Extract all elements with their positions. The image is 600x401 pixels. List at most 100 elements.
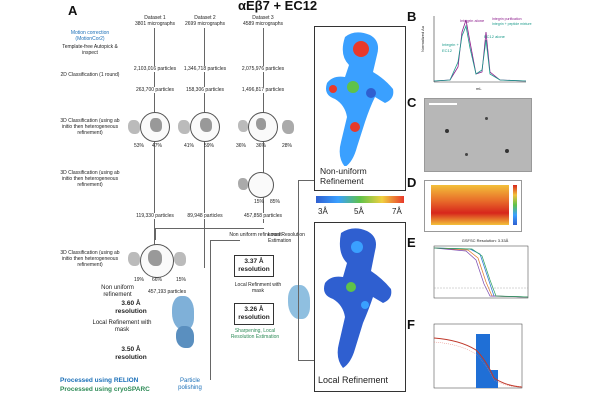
legend-cryosparc: Processed using cryoSPARC [60,386,150,393]
panel-b-ylabel: Normalized Au [420,25,425,52]
merged-map-c [174,252,186,266]
panel-b-xlabel: mL [476,86,482,91]
polish-line [210,240,211,380]
dataset-2-particles-pick: 1,346,718 particles [180,66,230,72]
nonuniform-map-panel [314,26,406,191]
nonuniform-map-image [326,32,394,167]
panel-label-b: B [407,9,417,24]
colorbar-min: 3Å [318,207,328,216]
res-1: 3.60 Å resolution [115,300,147,315]
heatmap-fill [431,185,509,225]
dataset-2-final: 89,948 particles [180,213,230,219]
merged-pct-c: 15% [176,277,187,283]
res-2: 3.50 Å resolution [115,346,147,361]
class3d-map-ds1a [128,120,140,134]
colorbar-mid: 5Å [354,207,364,216]
merged-map-a [128,252,140,266]
dataset-2-connector [204,28,205,268]
dataset-2-name: Dataset 2 [194,15,216,21]
merged-map-b [148,250,162,266]
res-3: 3.37 Å resolution [238,258,270,273]
merged-pct-b: 66% [152,277,163,283]
ds3-pct-a: 36% [236,143,247,149]
heatmap-colorbar [513,185,517,225]
class3d-map-ds1b [150,118,162,132]
dataset-1-name: Dataset 1 [144,15,166,21]
dataset-1-micrographs: 3801 micrographs [134,21,176,27]
particle-dot [485,117,488,120]
particle-dot [505,149,509,153]
class3d-map-ds3d [238,178,248,190]
panel-label-a: A [68,3,78,18]
panel-e-chart: GSFSC Resolution: 3.33Å [420,238,532,310]
dataset-1-particles-pick: 2,103,016 particles [130,66,180,72]
step-nonuniform: Non uniform refinement [101,285,134,298]
step-local-ref: Local Refinement with mask [92,320,152,333]
step-local-ref-b: Local Refinment with mask [234,282,282,294]
scale-bar [429,103,457,105]
step-sharpening: Sharpening, Local Resolution Estimation [230,328,280,340]
panel-label-e: E [407,235,416,250]
class3d-circle-ds3-round2 [248,172,274,198]
panel-label-d: D [407,175,417,190]
class3d-map-ds2a [178,120,190,134]
panel-label-f: F [407,317,415,332]
ds3-pct-e: 85% [270,199,281,205]
ds3-pct-b: 36% [256,143,267,149]
res-4: 3.26 Å resolution [238,306,270,321]
class3d-map-ds2b [200,118,212,132]
step-3d-class-merged: 3D Classification (using ab initio then … [60,250,120,268]
legend-b-2: Integrin + peptide mixture [492,22,532,26]
peak-integrin-ec12: Integrin + EC12 [442,42,459,53]
nonuniform-map-label: Non-uniform Refinement [320,166,402,186]
class3d-map-ds3b [256,118,266,130]
panel-b-chart: Integrin alone Integrin + EC12 EC12 alon… [420,12,532,94]
step-polishing: Particle polishing [178,378,202,391]
merge-down [155,228,156,240]
right-connector-top [298,180,314,181]
dataset-2-micrographs: 2699 micrographs [184,21,226,27]
particle-dot [465,153,468,156]
panel-label-c: C [407,95,417,110]
map-model-2 [176,326,194,348]
colorbar-max: 7Å [392,207,402,216]
ds2-pct-b: 59% [204,143,215,149]
dataset-3-name: Dataset 3 [252,15,274,21]
panel-e-title: GSFSC Resolution: 3.33Å [461,238,509,243]
dataset-1-particles-2d: 263,700 particles [130,87,180,93]
panel-f-svg [433,323,523,389]
class3d-map-ds3c [282,120,294,134]
step-2d-class: 2D Classification (1 round) [60,72,120,78]
dataset-3-particles-2d: 1,496,817 particles [238,87,288,93]
panel-e-svg [433,245,529,299]
right-connector [298,180,299,360]
step-3d-class-b: 3D Classification (using ab initio then … [60,170,120,188]
res-3-box [234,255,274,277]
merged-particles: 457,193 particles [148,289,187,295]
dataset-3-micrographs: 4589 micrographs [242,21,284,27]
step-3d-class: 3D Classification (using ab initio then … [60,118,120,136]
resolution-colorbar [316,196,404,203]
local-map-panel [314,222,406,392]
peak-integrin-alone: Integrin alone [460,18,485,23]
panel-d-heatmap [424,180,522,232]
dataset-2-particles-2d: 158,306 particles [180,87,230,93]
local-map-label: Local Refinement [318,375,389,385]
ds1-pct-b: 47% [152,143,163,149]
map-model-3 [288,285,310,319]
ds2-pct-a: 41% [184,143,195,149]
panel-b-svg [433,16,527,83]
panel-c-micrograph [424,98,532,172]
dataset-3-particles-pick: 2,075,976 particles [238,66,288,72]
step-motion: Motion correction (MotionCor2) [70,30,110,42]
dataset-1-final: 119,330 particles [130,213,180,219]
legend-relion: Processed using RELION [60,377,139,384]
merge-line [154,228,264,229]
ds3-pct-c: 28% [282,143,293,149]
ds1-pct-a: 53% [134,143,145,149]
local-map-image [324,228,392,368]
right-connector-bottom [298,360,314,361]
particle-dot [445,129,449,133]
ds3-pct-d: 15% [254,199,265,205]
dataset-1-connector [154,28,155,268]
